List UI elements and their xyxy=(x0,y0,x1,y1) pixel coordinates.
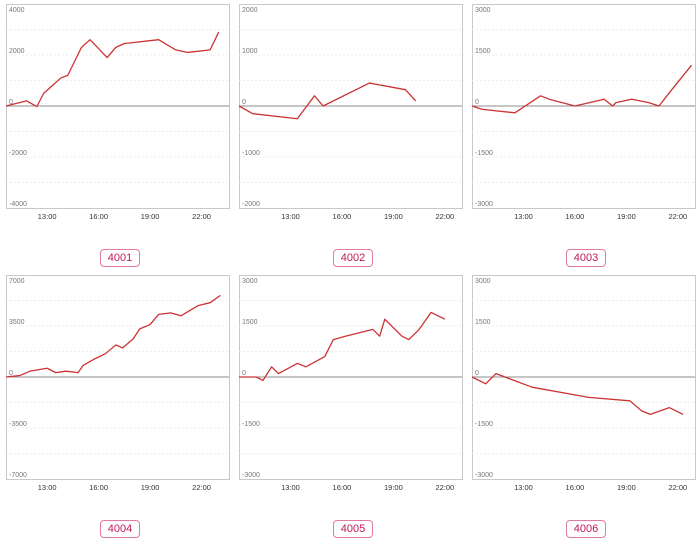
y-tick-label: 0 xyxy=(475,370,479,377)
x-tick-label: 16:00 xyxy=(333,212,352,221)
x-tick-label: 19:00 xyxy=(617,212,636,221)
chart-4006: 3000 1500 0 -1500 -3000 13:00 16:00 19:00 22:00 xyxy=(471,275,696,492)
x-tick-label: 19:00 xyxy=(384,212,403,221)
chart-4004: 7000 3500 0 -3500 -7000 13:00 16:00 19:00 22:00 xyxy=(5,275,230,492)
y-tick-label: 1500 xyxy=(475,319,491,326)
y-tick-label: 0 xyxy=(475,99,479,106)
x-tick-label: 13:00 xyxy=(514,483,533,492)
series-line xyxy=(471,372,684,416)
x-tick-label: 19:00 xyxy=(141,483,160,492)
y-tick-label: 3000 xyxy=(242,278,258,285)
y-tick-label: -7000 xyxy=(9,472,27,479)
x-tick-label: 22:00 xyxy=(192,483,211,492)
series-line xyxy=(238,82,417,120)
x-tick-label: 16:00 xyxy=(333,483,352,492)
y-tick-label: 3000 xyxy=(475,7,491,14)
x-tick-label: 13:00 xyxy=(281,483,300,492)
y-tick-label: 4000 xyxy=(9,7,25,14)
y-tick-label: 2000 xyxy=(242,7,258,14)
series-line xyxy=(471,64,693,114)
x-tick-label: 13:00 xyxy=(281,212,300,221)
series-line xyxy=(5,31,220,108)
y-tick-label: -1500 xyxy=(242,421,260,428)
x-tick-label: 16:00 xyxy=(566,212,585,221)
y-tick-label: -2000 xyxy=(9,150,27,157)
y-tick-label: 1500 xyxy=(242,319,258,326)
chart-label-4001[interactable]: 4001 xyxy=(100,249,140,267)
y-tick-label: -1500 xyxy=(475,421,493,428)
y-tick-label: 2000 xyxy=(9,48,25,55)
y-tick-label: 3500 xyxy=(9,319,25,326)
chart-label-4006[interactable]: 4006 xyxy=(566,520,606,538)
x-tick-label: 13:00 xyxy=(38,483,57,492)
x-tick-label: 22:00 xyxy=(435,483,454,492)
chart-4005: 3000 1500 0 -1500 -3000 13:00 16:00 19:00 22:00 xyxy=(239,275,463,492)
chart-4001: 4000 2000 0 -2000 -4000 13:00 16:00 19:00 22:00 xyxy=(5,4,230,221)
y-tick-label: 0 xyxy=(9,99,13,106)
y-tick-label: 0 xyxy=(242,99,246,106)
y-tick-label: -4000 xyxy=(9,201,27,208)
x-tick-label: 16:00 xyxy=(89,212,108,221)
x-tick-label: 19:00 xyxy=(384,483,403,492)
chart-label-4005[interactable]: 4005 xyxy=(333,520,373,538)
y-tick-label: -1500 xyxy=(475,150,493,157)
y-tick-label: -3000 xyxy=(475,201,493,208)
chart-4002: 2000 1000 0 -1000 -2000 13:00 16:00 19:00 22:00 xyxy=(238,4,463,221)
x-tick-label: 16:00 xyxy=(566,483,585,492)
x-tick-label: 16:00 xyxy=(89,483,108,492)
series-line xyxy=(239,311,446,382)
x-tick-label: 22:00 xyxy=(668,483,687,492)
chart-label-4003[interactable]: 4003 xyxy=(566,249,606,267)
y-tick-label: 3000 xyxy=(475,278,491,285)
x-tick-label: 19:00 xyxy=(141,212,160,221)
y-tick-label: 1500 xyxy=(475,48,491,55)
y-tick-label: 0 xyxy=(242,370,246,377)
y-tick-label: -3500 xyxy=(9,421,27,428)
chart-label-4004[interactable]: 4004 xyxy=(100,520,140,538)
y-tick-label: -3000 xyxy=(475,472,493,479)
x-tick-label: 13:00 xyxy=(514,212,533,221)
y-tick-label: 7000 xyxy=(9,278,25,285)
y-tick-label: -1000 xyxy=(242,150,260,157)
chart-4003: 3000 1500 0 -1500 -3000 13:00 16:00 19:00 22:00 xyxy=(471,4,696,221)
x-tick-label: 22:00 xyxy=(192,212,211,221)
y-tick-label: 0 xyxy=(9,370,13,377)
x-tick-label: 13:00 xyxy=(38,212,57,221)
x-tick-label: 22:00 xyxy=(435,212,454,221)
x-tick-label: 22:00 xyxy=(668,212,687,221)
y-tick-label: -3000 xyxy=(242,472,260,479)
series-line xyxy=(5,294,221,378)
y-tick-label: -2000 xyxy=(242,201,260,208)
y-tick-label: 1000 xyxy=(242,48,258,55)
chart-label-4002[interactable]: 4002 xyxy=(333,249,373,267)
x-tick-label: 19:00 xyxy=(617,483,636,492)
